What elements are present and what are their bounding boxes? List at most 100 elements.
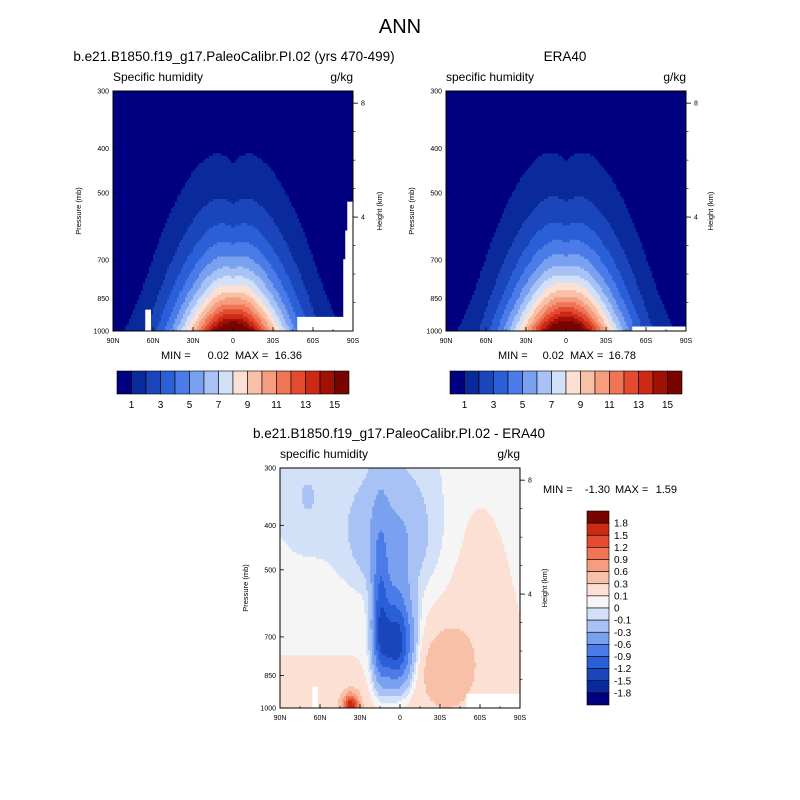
- model-ytick-label: 850: [97, 296, 109, 303]
- diff-ytick-label: 500: [264, 567, 276, 574]
- model-colorbar-label: 13: [300, 400, 312, 411]
- obs-colorbar-swatch: [493, 370, 509, 395]
- obs-xtick-label: 0: [564, 338, 568, 345]
- model-colorbar-swatch: [160, 370, 176, 395]
- diff-colorbar-label: 0.9: [614, 555, 628, 566]
- panel-obs-min-value: 0.02: [543, 350, 564, 362]
- model-y2tick-label: 4: [361, 215, 365, 222]
- obs-colorbar-swatch: [609, 370, 625, 395]
- obs-y2tick-label: 8: [694, 101, 698, 108]
- diff-colorbar-swatch: [586, 680, 610, 694]
- obs-contour-band-4: [498, 239, 633, 331]
- model-ytick-label: 300: [97, 89, 109, 96]
- diff-colorbar-label: -0.3: [614, 628, 632, 639]
- panel-diff-min-value: -1.30: [585, 484, 610, 496]
- panel-obs-units: g/kg: [663, 70, 686, 84]
- panel-obs-min-label: MIN =: [498, 350, 528, 362]
- diff-y2tick-label: 8: [528, 478, 532, 485]
- panel-model-min-value: 0.02: [208, 350, 229, 362]
- diff-contour-band-9: [280, 508, 520, 708]
- diff-contour-band-14: [348, 700, 355, 708]
- diff-colorbar-swatch: [586, 607, 610, 621]
- model-contour-band-14: [211, 319, 256, 331]
- model-colorbar-swatch: [319, 370, 335, 395]
- diff-colorbar-label: 1.2: [614, 543, 628, 554]
- obs-colorbar-label: 3: [491, 400, 497, 411]
- obs-colorbar-swatch: [638, 370, 654, 395]
- panel-obs-ylabel: Pressure (mb): [407, 187, 416, 235]
- model-contour-band-2: [151, 199, 316, 331]
- obs-colorbar-swatch: [464, 370, 480, 395]
- panel-obs-plot: [446, 91, 686, 331]
- model-contour-band-9: [191, 292, 276, 331]
- diff-contour-band-7: [280, 468, 445, 704]
- panel-diff-y2label: Height (km): [540, 568, 549, 607]
- model-contour-band-10: [195, 297, 272, 331]
- model-ytick-label: 400: [97, 146, 109, 153]
- panel-diff: b.e21.B1850.f19_g17.PaleoCalibr.PI.02 - …: [241, 426, 677, 722]
- diff-colorbar-label: -0.1: [614, 616, 632, 627]
- diff-colorbar-swatch: [586, 510, 610, 524]
- model-xtick-label: 90N: [107, 338, 120, 345]
- diff-contour-band-10: [338, 628, 477, 708]
- diff-colorbar-label: -1.2: [614, 664, 632, 675]
- obs-colorbar-label: 9: [578, 400, 584, 411]
- obs-colorbar-swatch: [623, 370, 639, 395]
- panel-model-left-label: Specific humidity: [113, 70, 203, 84]
- diff-colorbar-swatch: [586, 571, 610, 585]
- obs-ytick-label: 500: [430, 190, 442, 197]
- panel-diff-max-label: MAX =: [615, 484, 648, 496]
- model-colorbar-swatch: [189, 370, 205, 395]
- model-colorbar-swatch: [174, 370, 190, 395]
- obs-xtick-label: 90S: [680, 338, 693, 345]
- model-xtick-label: 0: [231, 338, 235, 345]
- obs-xtick-label: 90N: [440, 338, 453, 345]
- diff-colorbar-label: 0.1: [614, 591, 628, 602]
- panel-model-plot: [113, 91, 353, 331]
- diff-colorbar-label: 0.3: [614, 579, 628, 590]
- obs-ytick-label: 300: [430, 89, 442, 96]
- obs-y2tick-label: 4: [694, 215, 698, 222]
- obs-colorbar-swatch: [522, 370, 538, 395]
- diff-colorbar-label: 0.6: [614, 567, 628, 578]
- obs-colorbar-swatch: [478, 370, 494, 395]
- diff-colorbar-swatch: [586, 631, 610, 645]
- diff-contour-band-4: [374, 530, 411, 680]
- model-colorbar-swatch: [232, 370, 248, 395]
- diff-ytick-label: 700: [264, 634, 276, 641]
- diff-colorbar-swatch: [586, 656, 610, 669]
- obs-xtick-label: 30S: [600, 338, 613, 345]
- panel-model-ylabel: Pressure (mb): [74, 187, 83, 235]
- obs-contour-band-2: [480, 196, 653, 331]
- model-contour-band-1: [125, 153, 336, 331]
- model-contour-band-5: [171, 256, 296, 331]
- obs-contour-band-12: [536, 307, 597, 331]
- diff-colorbar-label: -1.5: [614, 676, 632, 687]
- model-colorbar-swatch: [290, 370, 306, 395]
- obs-ytick-label: 1000: [426, 329, 442, 336]
- obs-contour-band-9: [524, 290, 609, 331]
- panel-obs: ERA40 specific humidity g/kg 90N 60N 30N 0 3…: [407, 49, 715, 411]
- diff-xtick-label: 90N: [274, 715, 287, 722]
- diff-ytick-label: 400: [264, 523, 276, 530]
- model-colorbar-label: 11: [271, 400, 282, 411]
- obs-colorbar-label: 11: [604, 400, 615, 411]
- diff-colorbar-swatch: [586, 692, 610, 706]
- obs-contour-band-6: [510, 266, 623, 331]
- panel-model-min-label: MIN =: [161, 350, 191, 362]
- diff-colorbar-swatch: [586, 559, 610, 572]
- diff-contour-band-11: [342, 691, 361, 708]
- obs-colorbar-swatch: [565, 370, 581, 395]
- obs-colorbar-label: 1: [462, 400, 468, 411]
- model-colorbar-swatch: [305, 370, 321, 395]
- model-xtick-label: 90S: [347, 338, 360, 345]
- obs-contour-band-3: [490, 223, 641, 331]
- panel-diff-ylabel: Pressure (mb): [241, 564, 250, 612]
- diff-colorbar-swatch: [586, 668, 610, 682]
- obs-colorbar-swatch: [594, 370, 610, 395]
- diff-ytick-label: 850: [264, 673, 276, 680]
- model-colorbar-swatch: [131, 370, 147, 395]
- model-colorbar-label: 5: [187, 400, 193, 411]
- model-contour-band-12: [203, 309, 264, 331]
